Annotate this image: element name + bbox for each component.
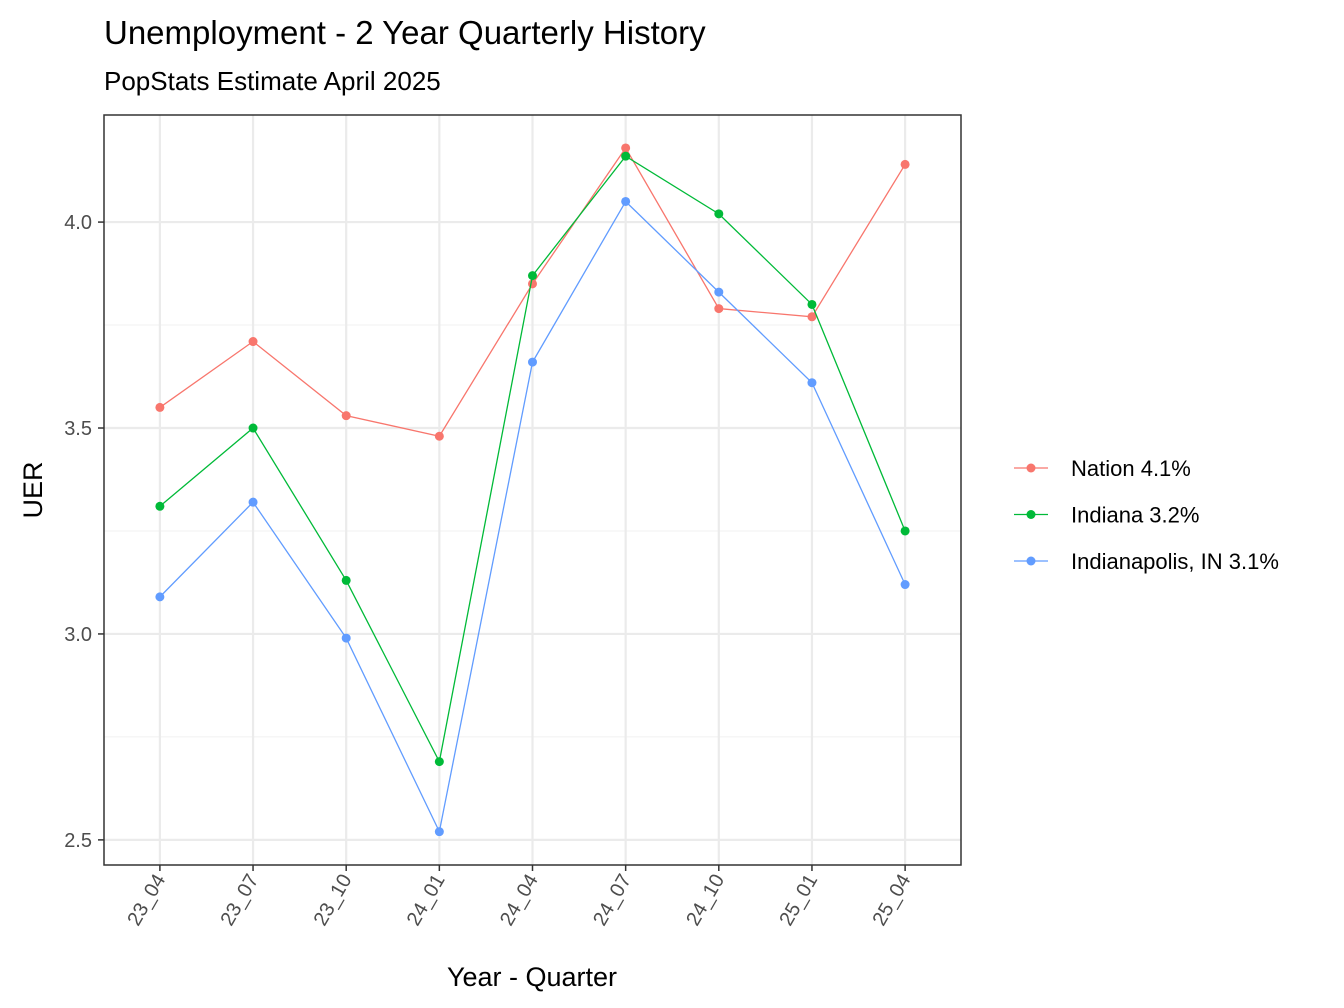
chart-subtitle: PopStats Estimate April 2025: [104, 66, 441, 96]
data-point: [248, 497, 258, 507]
legend-key-point: [1026, 463, 1036, 473]
y-tick-label: 3.5: [64, 418, 92, 440]
data-point: [155, 402, 165, 412]
data-point: [714, 304, 724, 314]
x-axis-title: Year - Quarter: [447, 962, 617, 992]
data-point: [528, 279, 537, 289]
legend-key-point: [1026, 510, 1036, 519]
y-tick-label: 4.0: [64, 212, 92, 234]
data-point: [155, 501, 165, 511]
x-tick-label: 23_10: [310, 871, 357, 930]
data-point: [900, 580, 910, 590]
x-tick-label: 24_07: [589, 871, 636, 930]
data-point: [900, 159, 910, 169]
y-tick-label: 3.0: [64, 624, 92, 646]
legend-label: Indiana 3.2%: [1071, 503, 1199, 528]
x-tick-label: 25_04: [869, 871, 916, 930]
y-axis-title: UER: [18, 461, 48, 518]
data-point: [434, 431, 444, 441]
data-point: [248, 423, 258, 433]
data-point: [807, 312, 817, 322]
data-point: [807, 299, 817, 309]
data-point: [714, 287, 724, 297]
data-point: [528, 271, 537, 281]
x-tick-label: 24_04: [496, 871, 543, 930]
legend-label: Indianapolis, IN 3.1%: [1071, 549, 1279, 574]
data-point: [341, 575, 351, 585]
x-tick-label: 23_07: [217, 871, 264, 930]
legend-label: Nation 4.1%: [1071, 456, 1191, 481]
x-tick-label: 23_04: [123, 871, 170, 930]
y-tick-label: 2.5: [64, 830, 92, 852]
data-point: [900, 526, 910, 536]
x-tick-label: 24_10: [682, 871, 729, 930]
data-point: [714, 209, 724, 219]
data-point: [528, 357, 537, 367]
panel-border: [103, 114, 962, 866]
data-point: [155, 592, 165, 602]
data-point: [621, 143, 631, 153]
x-tick-label: 24_01: [403, 871, 450, 930]
x-tick-label: 25_01: [775, 871, 822, 930]
data-point: [434, 827, 444, 837]
data-point: [341, 411, 351, 421]
data-point: [248, 337, 258, 347]
data-point: [621, 196, 631, 206]
data-point: [807, 378, 817, 388]
data-point: [621, 151, 631, 161]
chart-title: Unemployment - 2 Year Quarterly History: [104, 14, 706, 51]
legend-key-point: [1026, 556, 1036, 566]
data-point: [434, 757, 444, 767]
data-point: [341, 633, 351, 643]
